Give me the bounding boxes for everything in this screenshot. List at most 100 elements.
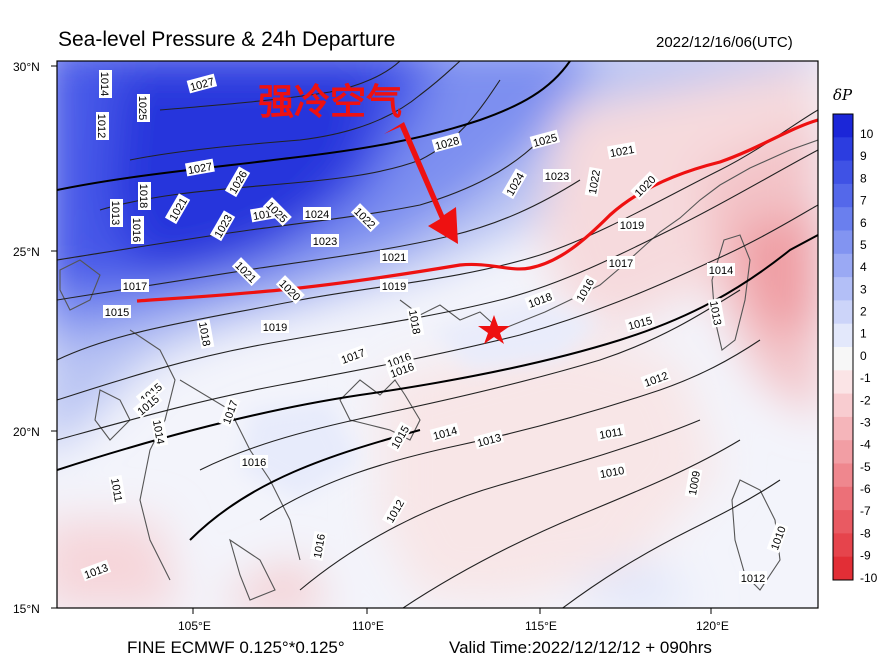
isobar-label: 1025	[136, 94, 150, 122]
isobar-label-bg	[110, 199, 123, 227]
isobar-label-bg	[309, 530, 328, 561]
isobar-label: 1012	[739, 571, 767, 585]
isobar-label-bg	[137, 94, 150, 122]
isobar-label-text: 1014	[98, 72, 110, 96]
isobar-label-bg	[595, 423, 626, 442]
isobar-label-text: 1015	[105, 307, 129, 319]
isobar-label: 1013	[109, 199, 123, 227]
isobar-label: 1023	[543, 169, 571, 183]
isobar-label-bg	[707, 263, 735, 276]
isobar-label: 1023	[311, 234, 339, 248]
isobar-label-bg	[630, 171, 660, 201]
isobar-label-text: 1022	[587, 169, 603, 195]
lon-tick-label: 120°E	[696, 619, 729, 633]
pressure-departure-shading	[57, 61, 818, 608]
isobar-label-bg	[524, 288, 556, 311]
colorbar-swatch	[833, 533, 853, 558]
isobar-label-bg	[275, 275, 305, 305]
isobar-label-bg	[121, 279, 149, 292]
cold-front-line	[136, 118, 818, 303]
colorbar-tick-label: -8	[860, 526, 871, 540]
colorbar-tick-label: 6	[860, 216, 867, 230]
isobar-label-bg	[135, 378, 166, 407]
colorbar-tick-label: 2	[860, 305, 867, 319]
colorbar-swatch	[833, 114, 853, 138]
colorbar-tick-label: 7	[860, 194, 867, 208]
isobar-label-bg	[543, 169, 571, 182]
isobar-label-bg	[707, 297, 726, 328]
isobar-label: 1011	[595, 423, 626, 442]
isobar-label-text: 1027	[187, 161, 213, 177]
isobar-label: 1011	[108, 474, 127, 505]
isobar-label-text: 1021	[382, 252, 406, 264]
colorbar-tick-label: -1	[860, 371, 871, 385]
isobar-label: 1021	[380, 250, 408, 264]
isobar-label: 1012	[95, 112, 109, 140]
lon-tick-labels: 105°E 110°E 115°E 120°E	[178, 619, 729, 633]
isobar-label-bg	[99, 70, 112, 98]
colorbar-tick-label: -9	[860, 549, 871, 563]
colorbar-tick-label: -4	[860, 438, 871, 452]
isobar-label-bg	[766, 522, 789, 554]
isobar-label-text: 1016	[242, 457, 266, 469]
colorbar-tick-label: -6	[860, 482, 871, 496]
isobar-label: 1021	[606, 141, 637, 160]
colorbar-swatch	[833, 510, 853, 534]
isobar-label-bg	[224, 166, 251, 198]
isobar-label-bg	[218, 396, 241, 428]
isobar-label-bg	[684, 467, 703, 498]
isobar-label-bg	[150, 416, 169, 447]
isobar-label-bg	[529, 129, 561, 150]
isobar-label-bg	[184, 158, 215, 177]
isobar-label: 1016	[309, 530, 328, 561]
colorbar-tick-label: 3	[860, 282, 867, 296]
isobars	[57, 61, 818, 608]
isobar-label-bg	[96, 112, 109, 140]
colorbar-tick-label: 8	[860, 171, 867, 185]
isobar-label-bg	[406, 306, 425, 337]
isobar-label: 1013	[707, 297, 726, 328]
isobar-label: 1017	[121, 279, 149, 293]
isobar-label-bg	[380, 250, 408, 263]
isobar-label-bg	[132, 390, 163, 419]
isobar-label-text: 1016	[130, 218, 142, 242]
isobar-label-text: 1012	[95, 114, 107, 138]
isobar-label-text: 1024	[305, 209, 329, 221]
isobar-label-text: 1012	[741, 573, 765, 585]
isobar-label-bg	[571, 274, 598, 306]
colorbar-tick-label: -5	[860, 460, 871, 474]
isobar-label: 1022	[584, 166, 603, 197]
isobar-label-text: 1018	[137, 184, 149, 208]
isobar-label-bg	[303, 207, 331, 220]
colorbar-swatch	[833, 416, 853, 441]
isobar-label-text: 1018	[406, 309, 422, 335]
colorbar-swatch	[833, 370, 853, 395]
isobar-label-bg	[383, 348, 415, 371]
lat-tick-label: 25°N	[13, 245, 40, 259]
isobar-label-text: 1023	[313, 236, 337, 248]
isobar-label-text: 1013	[109, 201, 121, 225]
isobar-label-bg	[262, 197, 292, 227]
colorbar-label: δP	[833, 86, 853, 104]
lat-tick-label: 30°N	[13, 60, 40, 74]
colorbar-swatch	[833, 486, 853, 511]
isobar-label-bg	[164, 193, 191, 225]
isobar-label-bg	[108, 474, 127, 505]
colorbar-tick-label: -7	[860, 504, 871, 518]
isobar-label-bg	[261, 320, 289, 333]
colorbar-swatch	[833, 393, 853, 418]
isobar-label-bg	[386, 358, 418, 381]
isobar-label-bg	[431, 132, 463, 153]
isobar-label-bg	[131, 216, 144, 244]
colorbar-swatch	[833, 277, 853, 301]
axis-ticks	[51, 65, 712, 614]
isobar-label-bg	[386, 421, 413, 453]
colorbar-tick-label: 0	[860, 349, 867, 363]
isobar-label-bg	[231, 257, 261, 287]
isobar-label-bg	[584, 166, 603, 197]
colorbar-swatch	[833, 556, 853, 581]
colorbar-swatch	[833, 207, 853, 231]
model-info: FINE ECMWF 0.125°*0.125°	[127, 638, 345, 657]
isobar-label: 1018	[196, 318, 215, 349]
